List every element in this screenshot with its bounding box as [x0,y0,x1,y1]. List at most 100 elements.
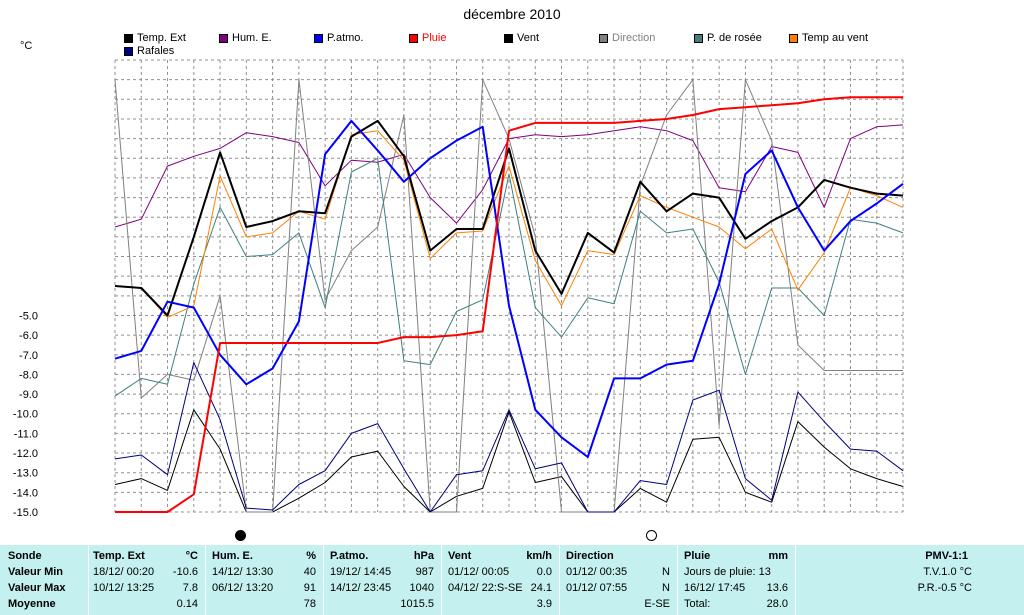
series-line-rafales [114,362,904,513]
legend-label: P.atmo. [327,32,364,44]
legend-label: Direction [612,32,656,44]
temp-max-value: 7.8 [182,582,198,594]
vent-avg-value: 3.9 [536,598,552,610]
legend-temp-vent: Temp au vent [789,32,868,44]
hum-min-date: 14/12/ 13:30 [212,566,274,578]
pluie-max-value: 13.6 [766,582,788,594]
summary-table [0,545,1024,615]
temp-min-date: 18/12/ 00:20 [93,566,155,578]
hum-max-value: 91 [303,582,316,594]
dir-min-value: N [662,566,670,578]
column-divider [559,545,560,615]
y-axis-unit: °C [20,40,33,52]
legend-pluie: Pluie [409,32,446,44]
legend-patmo: P.atmo. [314,32,364,44]
vent-min-date: 01/12/ 00:05 [448,566,510,578]
series-line-pluie [115,96,903,513]
legend-swatch [409,33,418,43]
hum-max-date: 06/12/ 13:20 [212,582,274,594]
header-patmo-unit: hPa [413,550,434,562]
y-tick-label: -14.0 [13,487,38,499]
patmo-min-date: 19/12/ 14:45 [330,566,392,578]
row-label-max: Valeur Max [8,582,66,594]
y-tick-label: -8.0 [19,369,38,381]
legend-label: Temp. Ext [137,32,186,44]
pluie-max-date: 16/12/ 17:45 [684,582,746,594]
temp-avg-value: 0.14 [176,598,198,610]
pmv-pr: P.R.-0.5 °C [917,582,972,594]
pluie-total-value: 28.0 [766,598,788,610]
header-pluie: Pluie [684,550,711,562]
column-divider [441,545,442,615]
pluie-total-label: Total: [684,598,711,610]
legend-vent: Vent [504,32,539,44]
column-divider [677,545,678,615]
vent-max-date: 04/12/ 22:S-SE [448,582,523,594]
vent-min-value: 0.0 [536,566,552,578]
header-direction: Direction [566,550,614,562]
vent-max-value: 24.1 [530,582,552,594]
header-temp-unit: °C [185,550,198,562]
full-moon-icon [646,530,657,541]
column-divider [88,545,89,615]
legend-swatch [219,33,228,43]
y-tick-label: -15.0 [13,507,38,519]
legend-label: Vent [517,32,540,44]
y-tick-label: -9.0 [19,389,38,401]
series-line-vent [114,409,904,513]
header-vent-unit: km/h [526,550,552,562]
dir-avg-value: E-SE [644,598,670,610]
y-tick-label: -6.0 [19,330,38,342]
row-label-avg: Moyenne [8,598,56,610]
y-tick-label: -5.0 [19,310,38,322]
header-vent: Vent [448,550,472,562]
chart-title: décembre 2010 [463,6,561,22]
temp-max-date: 10/12/ 13:25 [93,582,155,594]
series-line-p-atmo- [114,119,904,458]
y-tick-label: -7.0 [19,350,38,362]
legend-swatch [599,33,608,43]
grid-layer [114,59,904,513]
dir-max-value: N [662,582,670,594]
series-line-temp-au-vent [114,130,904,318]
new-moon-icon [235,530,246,541]
legend-label: P. de rosée [707,32,762,44]
legend-swatch [504,33,513,43]
series-layer [114,79,904,513]
legend-swatch [124,33,133,43]
y-tick-label: -10.0 [13,409,38,421]
column-divider [795,545,796,615]
y-tick-label: -13.0 [13,468,38,480]
row-label-min: Valeur Min [8,566,64,578]
y-tick-label: -12.0 [13,448,38,460]
header-temp: Temp. Ext [93,550,145,562]
column-divider [205,545,206,615]
legend-swatch [789,33,798,43]
legend-swatch [694,33,703,43]
column-divider [323,545,324,615]
pluie-rain-days: Jours de pluie: 13 [684,566,771,578]
chart-plot: -5.0 -6.0 -7.0 -8.0 -9.0 -10.0 -11.0 -12.0 -13.0… [13,59,904,519]
header-sonde: Sonde [8,550,42,562]
legend-label: Pluie [422,32,447,44]
header-patmo: P.atmo. [330,550,369,562]
patmo-min-value: 987 [415,566,434,578]
patmo-max-date: 14/12/ 23:45 [330,582,392,594]
header-hum: Hum. E. [212,550,253,562]
pmv-tv: T.V.1.0 °C [923,566,972,578]
patmo-max-value: 1040 [409,582,434,594]
hum-avg-value: 78 [303,598,316,610]
header-hum-unit: % [306,550,316,562]
axis-layer: -5.0 -6.0 -7.0 -8.0 -9.0 -10.0 -11.0 -12.0 -13.0… [13,310,38,519]
series-line-p-de-ros-e [114,157,904,397]
legend-temp-ext: Temp. Ext [124,32,186,44]
legend-swatch [124,46,133,56]
legend-label: Temp au vent [802,32,869,44]
y-tick-label: -11.0 [14,428,38,440]
header-pluie-unit: mm [768,550,788,562]
dir-min-date: 01/12/ 00:35 [566,566,628,578]
legend-p-rosee: P. de rosée [694,32,762,44]
legend-rafales: Rafales [124,45,174,57]
series-line-temp-ext [114,119,904,317]
legend-label: Rafales [137,45,175,57]
